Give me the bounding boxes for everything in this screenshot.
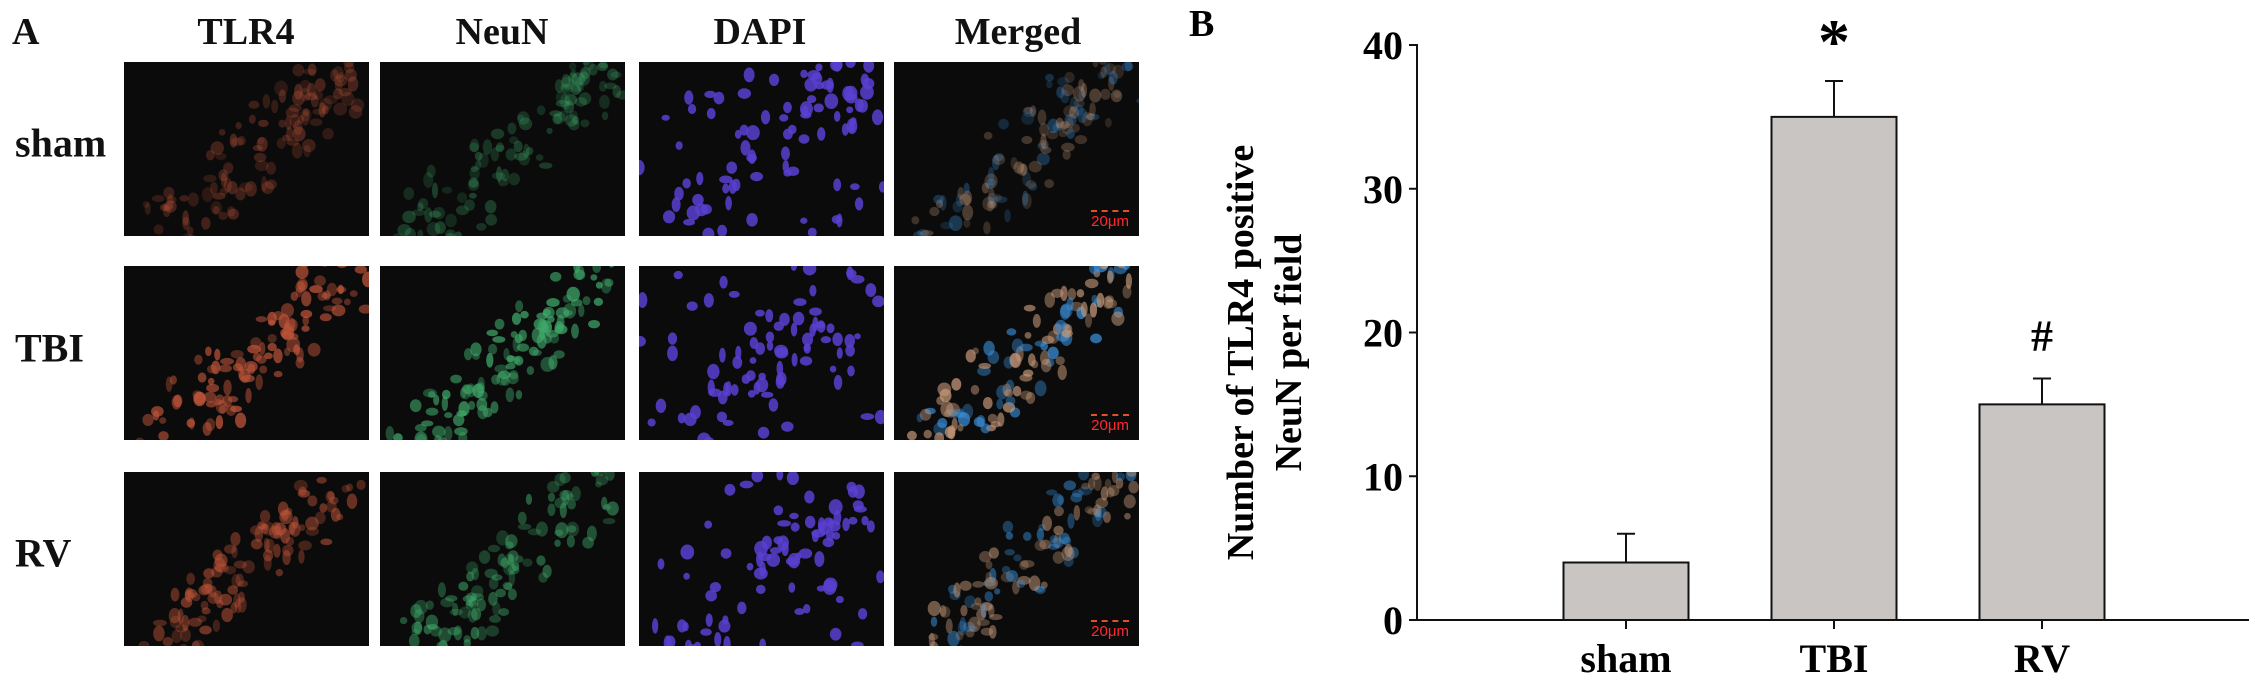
column-header-neun: NeuN xyxy=(455,11,549,53)
micrograph-sham-tlr4 xyxy=(124,62,369,236)
scale-bar: 20μm xyxy=(1091,414,1129,434)
micrograph-rv-tlr4 xyxy=(124,472,369,646)
bar-rv xyxy=(1978,403,2106,621)
column-header-tlr4: TLR4 xyxy=(197,11,295,53)
y-tick-label: 20 xyxy=(1363,311,1403,356)
row-label-rv: RV xyxy=(15,530,72,576)
y-tick-label: 0 xyxy=(1383,598,1403,643)
x-tick-label: RV xyxy=(2014,636,2070,681)
row-label-tbi: TBI xyxy=(15,325,84,371)
micrograph-tbi-merged: 20μm xyxy=(894,266,1139,440)
panel-b-label: B xyxy=(1189,3,1214,45)
micrograph-rv-merged: 20μm xyxy=(894,472,1139,646)
significance-marker: # xyxy=(2031,312,2053,361)
micrograph-rv-dapi xyxy=(639,472,884,646)
x-tick-label: TBI xyxy=(1800,636,1869,681)
micrograph-tbi-neun xyxy=(380,266,625,440)
panel-a-label: A xyxy=(12,11,40,53)
column-header-dapi: DAPI xyxy=(713,11,807,53)
bar-tbi xyxy=(1770,115,1898,621)
y-tick-label: 40 xyxy=(1363,23,1403,68)
column-header-merged: Merged xyxy=(954,11,1082,53)
significance-marker: * xyxy=(1818,6,1850,77)
bar-sham xyxy=(1562,561,1690,621)
y-tick-label: 10 xyxy=(1363,454,1403,499)
micrograph-rv-neun xyxy=(380,472,625,646)
row-label-sham: sham xyxy=(15,120,107,166)
y-tick-label: 30 xyxy=(1363,167,1403,212)
micrograph-sham-dapi xyxy=(639,62,884,236)
scale-bar: 20μm xyxy=(1091,620,1129,640)
micrograph-tbi-dapi xyxy=(639,266,884,440)
micrograph-tbi-tlr4 xyxy=(124,266,369,440)
y-axis-label: Number of TLR4 positive xyxy=(1220,145,1262,561)
micrograph-sham-merged: 20μm xyxy=(894,62,1139,236)
micrograph-sham-neun xyxy=(380,62,625,236)
x-tick-label: sham xyxy=(1580,636,1671,681)
scale-bar: 20μm xyxy=(1091,210,1129,230)
y-axis-label: NeuN per field xyxy=(1268,234,1310,472)
